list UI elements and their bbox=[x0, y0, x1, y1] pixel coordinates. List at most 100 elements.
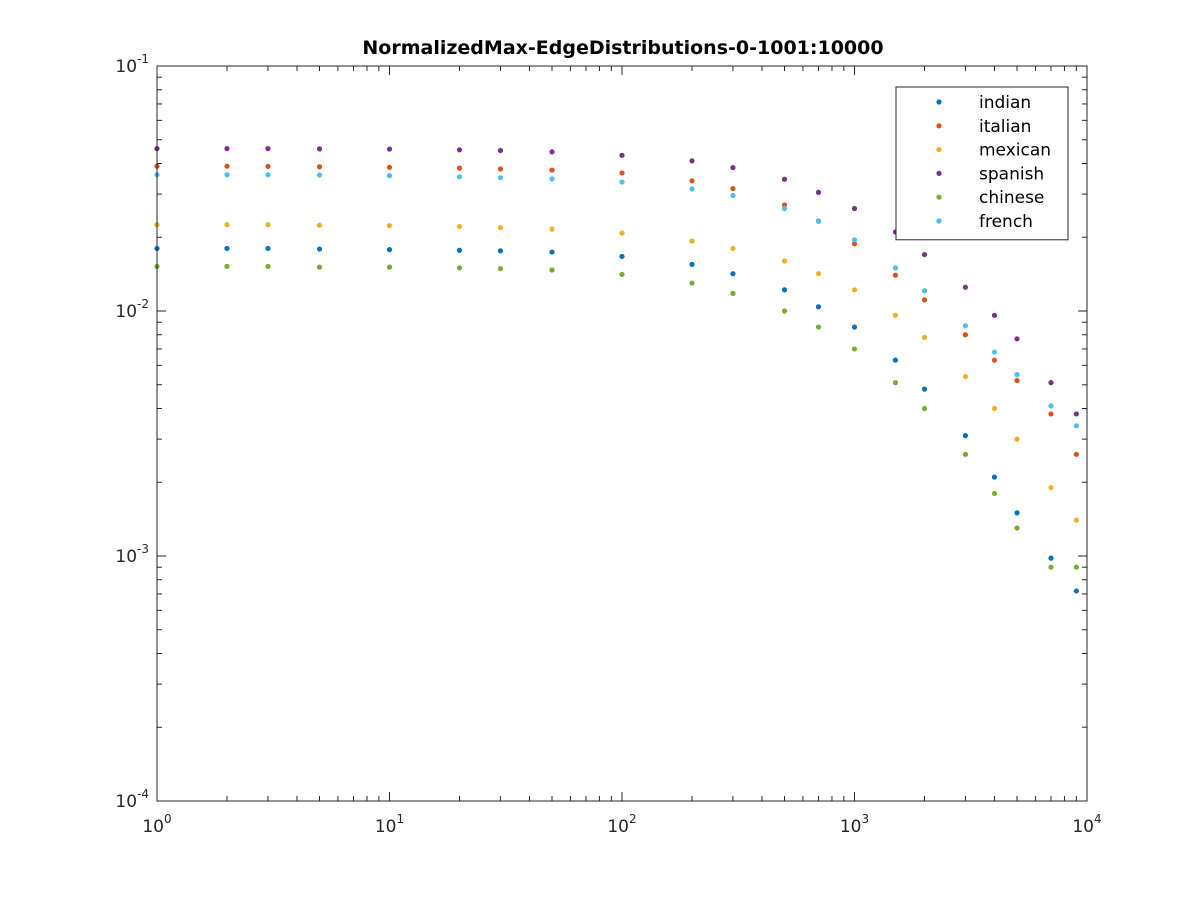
x-tick-label-2: 102 bbox=[607, 812, 636, 837]
data-point-indian-16 bbox=[962, 433, 969, 439]
legend-label-chinese: chinese bbox=[979, 188, 1044, 208]
data-point-mexican-19 bbox=[1048, 485, 1054, 491]
x-tick-label-4: 104 bbox=[1072, 812, 1101, 837]
legend-marker-chinese bbox=[936, 194, 942, 200]
data-point-italian-6 bbox=[497, 166, 504, 172]
data-point-french-10 bbox=[730, 192, 736, 199]
data-point-chinese-18 bbox=[1014, 525, 1020, 531]
data-point-chinese-12 bbox=[815, 324, 822, 330]
data-point-spanish-5 bbox=[456, 147, 463, 153]
data-point-indian-11 bbox=[781, 287, 788, 293]
axis-ticks: 100 101 102 103 104 10-4 10-3 10-2 10-1 bbox=[115, 52, 1101, 837]
data-point-chinese-16 bbox=[962, 451, 969, 457]
data-point-mexican-13 bbox=[851, 287, 858, 293]
data-point-spanish-16 bbox=[962, 284, 969, 290]
data-point-indian-2 bbox=[265, 245, 271, 252]
legend-item-french: french bbox=[936, 212, 1033, 232]
data-point-spanish-4 bbox=[386, 146, 393, 152]
data-point-french-8 bbox=[619, 179, 625, 185]
data-point-chinese-11 bbox=[781, 308, 788, 314]
data-point-chinese-6 bbox=[497, 265, 504, 272]
data-point-italian-15 bbox=[921, 297, 928, 303]
legend-item-indian: indian bbox=[936, 93, 1031, 113]
data-point-french-6 bbox=[497, 175, 504, 181]
data-point-chinese-17 bbox=[991, 490, 998, 497]
data-point-chinese-3 bbox=[316, 264, 323, 270]
data-point-french-17 bbox=[991, 349, 998, 355]
data-point-italian-9 bbox=[689, 178, 695, 184]
data-point-indian-6 bbox=[497, 248, 504, 254]
data-point-french-5 bbox=[456, 174, 463, 180]
data-point-italian-1 bbox=[224, 163, 230, 169]
x-tick-label-3: 103 bbox=[840, 812, 869, 837]
data-point-mexican-18 bbox=[1014, 436, 1020, 442]
data-point-indian-8 bbox=[619, 253, 625, 260]
data-point-indian-18 bbox=[1014, 510, 1020, 516]
legend-marker-french bbox=[936, 218, 942, 224]
series-mexican bbox=[154, 222, 1079, 523]
data-point-mexican-17 bbox=[991, 405, 998, 412]
data-point-french-20 bbox=[1073, 423, 1079, 429]
legend: indian italian mexican spanish chinese french bbox=[895, 86, 1069, 241]
data-point-italian-18 bbox=[1014, 377, 1020, 384]
data-point-italian-17 bbox=[991, 357, 998, 363]
data-point-mexican-8 bbox=[619, 230, 625, 236]
data-point-italian-13 bbox=[851, 241, 858, 247]
data-point-french-16 bbox=[962, 323, 969, 329]
data-point-spanish-6 bbox=[497, 147, 504, 154]
y-tick-label-2: 10-2 bbox=[115, 297, 149, 322]
data-point-indian-19 bbox=[1048, 555, 1054, 561]
legend-label-spanish: spanish bbox=[979, 164, 1044, 184]
data-point-french-7 bbox=[549, 176, 555, 182]
data-point-french-14 bbox=[892, 265, 899, 271]
data-point-french-4 bbox=[386, 173, 393, 179]
data-point-indian-3 bbox=[316, 246, 323, 252]
data-point-french-1 bbox=[224, 172, 230, 178]
legend-label-indian: indian bbox=[979, 93, 1031, 113]
data-point-mexican-10 bbox=[730, 245, 736, 252]
data-point-indian-15 bbox=[921, 386, 928, 392]
data-point-spanish-20 bbox=[1073, 411, 1079, 417]
series-spanish bbox=[154, 146, 1079, 417]
data-point-indian-14 bbox=[892, 357, 899, 363]
legend-box bbox=[895, 86, 1069, 241]
legend-marker-mexican bbox=[936, 147, 942, 153]
data-point-spanish-12 bbox=[815, 189, 822, 195]
data-point-spanish-18 bbox=[1014, 336, 1020, 342]
data-point-mexican-3 bbox=[316, 222, 323, 228]
data-point-mexican-1 bbox=[224, 222, 230, 228]
data-point-indian-1 bbox=[224, 245, 230, 252]
data-point-mexican-7 bbox=[549, 226, 555, 232]
data-point-mexican-11 bbox=[781, 258, 788, 264]
legend-item-spanish: spanish bbox=[936, 164, 1044, 184]
data-point-chinese-10 bbox=[730, 290, 736, 296]
data-point-mexican-9 bbox=[689, 238, 695, 244]
data-point-italian-11 bbox=[781, 202, 788, 208]
data-point-chinese-1 bbox=[224, 263, 230, 270]
data-point-spanish-7 bbox=[549, 149, 555, 155]
legend-label-french: french bbox=[979, 212, 1033, 232]
data-point-chinese-13 bbox=[851, 346, 858, 352]
data-point-mexican-20 bbox=[1073, 517, 1079, 523]
data-point-spanish-9 bbox=[689, 158, 695, 164]
data-point-chinese-2 bbox=[265, 263, 271, 270]
legend-marker-italian bbox=[936, 123, 942, 129]
data-point-french-11 bbox=[781, 205, 788, 212]
data-point-italian-14 bbox=[892, 272, 899, 278]
data-point-indian-7 bbox=[549, 249, 555, 255]
legend-label-mexican: mexican bbox=[979, 141, 1051, 161]
data-point-chinese-9 bbox=[689, 280, 695, 286]
data-point-indian-10 bbox=[730, 271, 736, 277]
x-tick-label-0: 100 bbox=[142, 812, 171, 837]
data-point-chinese-8 bbox=[619, 271, 625, 278]
data-point-italian-7 bbox=[549, 167, 555, 173]
legend-item-mexican: mexican bbox=[936, 141, 1051, 161]
series-chinese bbox=[154, 263, 1079, 570]
data-point-mexican-15 bbox=[921, 334, 928, 341]
data-point-italian-4 bbox=[386, 164, 393, 170]
data-point-italian-8 bbox=[619, 170, 625, 176]
data-point-mexican-5 bbox=[456, 224, 463, 230]
data-point-french-3 bbox=[316, 172, 323, 178]
data-point-spanish-15 bbox=[921, 251, 928, 258]
